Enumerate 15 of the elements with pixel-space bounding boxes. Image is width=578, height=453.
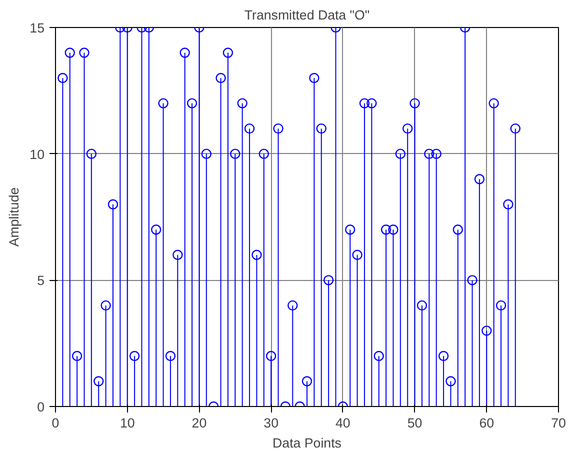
x-tick-label: 10 bbox=[120, 416, 135, 430]
y-tick-label: 10 bbox=[30, 146, 45, 162]
x-tick-label: 40 bbox=[336, 416, 350, 430]
x-tick-label: 0 bbox=[52, 416, 60, 430]
x-axis-title: Data Points bbox=[272, 436, 342, 450]
x-tick-label: 20 bbox=[192, 416, 207, 430]
y-axis-title: Amplitude bbox=[6, 187, 22, 247]
y-tick-label: 5 bbox=[37, 273, 45, 288]
y-tick-label: 15 bbox=[30, 20, 45, 36]
x-tick-label: 60 bbox=[479, 416, 494, 430]
chart-title: Transmitted Data "O" bbox=[244, 8, 370, 22]
y-tick-label: 0 bbox=[37, 400, 45, 414]
x-tick-label: 30 bbox=[264, 416, 278, 430]
x-tick-label: 50 bbox=[407, 416, 422, 430]
x-tick-label: 70 bbox=[551, 416, 566, 430]
